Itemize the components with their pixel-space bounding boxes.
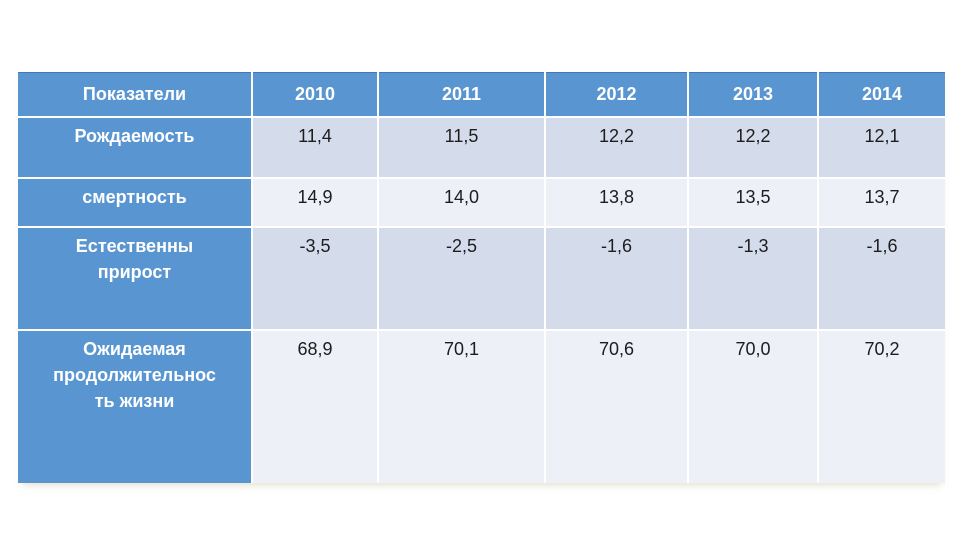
data-cell: -1,6 (546, 228, 687, 329)
row-header-mortality: смертность (18, 179, 251, 226)
data-cell: 11,4 (253, 118, 377, 177)
data-cell: 13,5 (689, 179, 817, 226)
column-header-2014: 2014 (819, 72, 945, 116)
demographics-table: Показатели 2010 2011 2012 2013 2014 Рожд… (18, 72, 945, 483)
column-header-2011: 2011 (379, 72, 544, 116)
column-header-2010: 2010 (253, 72, 377, 116)
column-header-2012: 2012 (546, 72, 687, 116)
data-cell: 70,6 (546, 331, 687, 483)
data-cell: 12,1 (819, 118, 945, 177)
data-cell: -1,3 (689, 228, 817, 329)
data-cell: 70,1 (379, 331, 544, 483)
data-cell: 14,0 (379, 179, 544, 226)
data-cell: 70,0 (689, 331, 817, 483)
data-cell: 14,9 (253, 179, 377, 226)
data-cell: -2,5 (379, 228, 544, 329)
data-cell: -1,6 (819, 228, 945, 329)
data-cell: -3,5 (253, 228, 377, 329)
column-header-indicators: Показатели (18, 72, 251, 116)
data-cell: 13,8 (546, 179, 687, 226)
data-cell: 68,9 (253, 331, 377, 483)
row-header-natural-increase: Естественны прирост (18, 228, 251, 329)
data-cell: 70,2 (819, 331, 945, 483)
data-cell: 13,7 (819, 179, 945, 226)
row-header-birth-rate: Рождаемость (18, 118, 251, 177)
data-cell: 11,5 (379, 118, 544, 177)
column-header-2013: 2013 (689, 72, 817, 116)
row-header-life-expectancy: Ожидаемая продолжительнос ть жизни (18, 331, 251, 483)
data-cell: 12,2 (546, 118, 687, 177)
data-cell: 12,2 (689, 118, 817, 177)
